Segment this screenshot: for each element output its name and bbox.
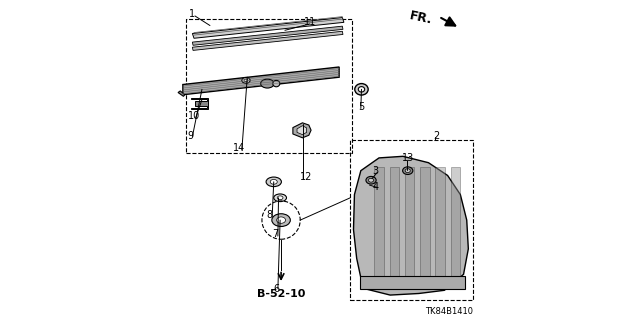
Ellipse shape: [405, 169, 410, 173]
Polygon shape: [374, 167, 384, 286]
Text: 9: 9: [188, 130, 194, 141]
Ellipse shape: [273, 80, 280, 87]
Ellipse shape: [270, 179, 277, 184]
Text: 2: 2: [433, 130, 440, 141]
Text: 1: 1: [189, 9, 195, 19]
Polygon shape: [390, 167, 399, 286]
Ellipse shape: [355, 84, 368, 95]
Ellipse shape: [244, 79, 248, 82]
Polygon shape: [353, 156, 468, 295]
Polygon shape: [193, 18, 344, 38]
Ellipse shape: [242, 78, 250, 83]
Ellipse shape: [272, 214, 291, 226]
Polygon shape: [435, 167, 445, 286]
Text: FR.: FR.: [408, 9, 433, 26]
Text: 3: 3: [372, 166, 379, 176]
Polygon shape: [193, 26, 343, 45]
Text: 7: 7: [272, 229, 278, 240]
Ellipse shape: [366, 176, 376, 184]
Text: 5: 5: [358, 102, 365, 112]
Polygon shape: [360, 276, 465, 289]
Polygon shape: [178, 91, 185, 96]
Polygon shape: [420, 167, 429, 286]
Polygon shape: [183, 67, 339, 95]
Ellipse shape: [266, 177, 282, 187]
Text: 8: 8: [266, 210, 272, 220]
Polygon shape: [451, 167, 460, 286]
Text: 11: 11: [303, 17, 316, 27]
Ellipse shape: [403, 167, 413, 174]
Polygon shape: [293, 123, 311, 138]
Ellipse shape: [274, 194, 287, 202]
Text: TK84B1410: TK84B1410: [425, 307, 473, 315]
Ellipse shape: [260, 79, 274, 88]
Ellipse shape: [369, 178, 374, 182]
Text: 4: 4: [372, 182, 379, 192]
Polygon shape: [405, 167, 415, 286]
Ellipse shape: [277, 196, 283, 200]
Text: 14: 14: [233, 143, 245, 153]
Text: 10: 10: [188, 111, 200, 122]
Polygon shape: [193, 31, 343, 50]
Ellipse shape: [358, 87, 365, 92]
Text: B-52-10: B-52-10: [257, 289, 305, 299]
Text: 13: 13: [402, 153, 414, 163]
Ellipse shape: [276, 217, 285, 223]
Polygon shape: [297, 126, 307, 135]
Polygon shape: [191, 98, 209, 109]
Text: 12: 12: [300, 172, 312, 182]
Text: 6: 6: [274, 284, 280, 294]
